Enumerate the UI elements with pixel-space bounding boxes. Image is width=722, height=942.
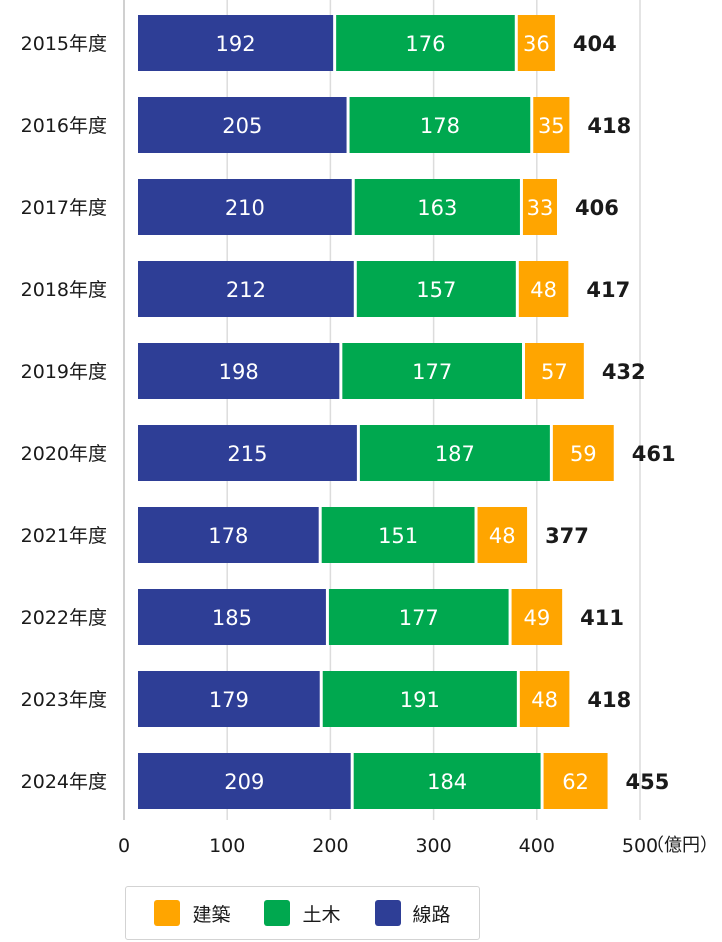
category-label: 2020年度 <box>21 443 107 465</box>
segment-value-label: 198 <box>219 360 259 384</box>
bar-segment <box>519 671 570 727</box>
segment-value-label: 48 <box>530 278 557 302</box>
segment-value-label: 157 <box>416 278 456 302</box>
segment-value-label: 151 <box>378 524 418 548</box>
bar-segment <box>138 15 334 71</box>
segment-value-label: 62 <box>562 770 589 794</box>
legend-item: 土木 <box>264 900 341 927</box>
segment-value-label: 184 <box>427 770 467 794</box>
bar-segment <box>328 589 509 645</box>
bar-segment <box>138 261 354 317</box>
segment-value-label: 185 <box>212 606 252 630</box>
legend-label: 線路 <box>412 903 451 926</box>
segment-value-label: 191 <box>400 688 440 712</box>
x-tick-label: 100 <box>209 835 245 857</box>
bar-segment <box>138 589 326 645</box>
bar-segment <box>322 671 517 727</box>
total-label: 461 <box>632 442 676 466</box>
bar-segment <box>342 343 522 399</box>
total-label: 417 <box>586 278 630 302</box>
segment-value-label: 57 <box>541 360 568 384</box>
segment-value-label: 33 <box>527 196 554 220</box>
bar-segment <box>138 753 351 809</box>
segment-value-label: 49 <box>524 606 551 630</box>
total-label: 418 <box>587 688 631 712</box>
total-label: 418 <box>587 114 631 138</box>
segment-value-label: 36 <box>523 32 550 56</box>
bar-segment <box>138 343 340 399</box>
bar-segment <box>511 589 563 645</box>
total-label: 455 <box>626 770 670 794</box>
segment-value-label: 178 <box>208 524 248 548</box>
legend-label: 建築 <box>192 903 231 926</box>
bar-segment <box>349 97 531 153</box>
x-tick-label: 0 <box>118 835 130 857</box>
category-label: 2017年度 <box>21 197 107 219</box>
segment-value-label: 176 <box>405 32 445 56</box>
x-tick-label: 300 <box>415 835 451 857</box>
legend-swatch <box>264 900 291 926</box>
category-label: 2021年度 <box>21 525 107 547</box>
legend-item: 建築 <box>154 900 230 927</box>
bar-segment <box>138 425 357 481</box>
bar-segment <box>518 261 569 317</box>
category-label: 2022年度 <box>21 607 107 629</box>
bar-segment <box>552 425 614 481</box>
x-tick-label: 200 <box>312 835 348 857</box>
bar-segment <box>138 179 352 235</box>
bar-segment <box>353 753 541 809</box>
bar-segment <box>533 97 570 153</box>
bar-segment <box>477 507 528 563</box>
segment-value-label: 209 <box>224 770 264 794</box>
segment-value-label: 178 <box>420 114 460 138</box>
legend: 建築 土木 線路 <box>125 886 480 940</box>
bar-segment <box>138 671 320 727</box>
segment-value-label: 177 <box>399 606 439 630</box>
segment-value-label: 177 <box>412 360 452 384</box>
bar-segment <box>138 507 319 563</box>
bar-segment <box>354 179 520 235</box>
segment-value-label: 48 <box>489 524 516 548</box>
bar-segment <box>517 15 555 71</box>
bar-segment <box>543 753 608 809</box>
legend-swatch <box>374 900 401 926</box>
legend-swatch <box>154 900 181 926</box>
segment-value-label: 179 <box>209 688 249 712</box>
segment-value-label: 212 <box>226 278 266 302</box>
category-label: 2019年度 <box>21 361 107 383</box>
total-label: 404 <box>573 32 617 56</box>
total-label: 432 <box>602 360 646 384</box>
segment-value-label: 192 <box>216 32 256 56</box>
category-label: 2015年度 <box>21 33 107 55</box>
bar-segment <box>321 507 475 563</box>
bar-segment <box>525 343 584 399</box>
category-label: 2018年度 <box>21 279 107 301</box>
bar-segment <box>356 261 516 317</box>
x-unit-label: （億円） <box>646 835 718 856</box>
stacked-bar-chart: 0 100 200 300 400 500（億円） 2015年度 192 176 36 404 201… <box>21 0 718 857</box>
segment-value-label: 205 <box>222 114 262 138</box>
x-tick-label: 400 <box>519 835 555 857</box>
category-label: 2024年度 <box>21 771 107 793</box>
total-label: 406 <box>575 196 619 220</box>
bar-segment <box>359 425 550 481</box>
segment-value-label: 215 <box>227 442 267 466</box>
total-label: 411 <box>580 606 624 630</box>
legend-item: 線路 <box>374 900 451 927</box>
bar-segment <box>336 15 515 71</box>
segment-value-label: 59 <box>570 442 597 466</box>
category-label: 2016年度 <box>21 115 107 137</box>
legend-label: 土木 <box>302 903 341 926</box>
category-label: 2023年度 <box>21 689 107 711</box>
x-tick-label: 500 <box>622 835 658 857</box>
bar-segment <box>138 97 347 153</box>
segment-value-label: 210 <box>225 196 265 220</box>
segment-value-label: 35 <box>538 114 565 138</box>
total-label: 377 <box>545 524 589 548</box>
bar-segment <box>522 179 557 235</box>
segment-value-label: 163 <box>417 196 457 220</box>
segment-value-label: 48 <box>531 688 558 712</box>
segment-value-label: 187 <box>435 442 475 466</box>
